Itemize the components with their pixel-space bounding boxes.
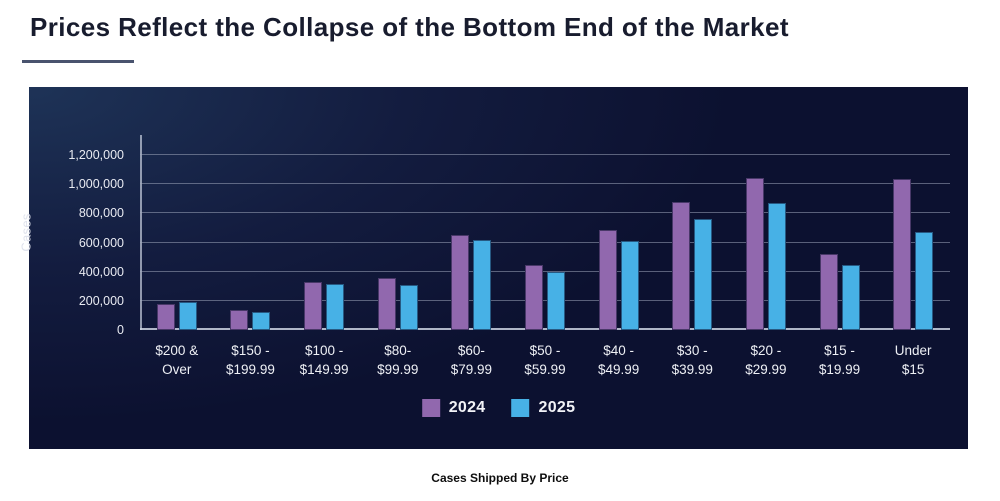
bar-2025-2: [252, 311, 271, 330]
legend-item-2024: 2024: [421, 399, 486, 417]
x-axis-label: $80- $99.99: [377, 343, 419, 377]
bar-2024-5: [451, 235, 470, 330]
gridline-600000: [140, 241, 950, 243]
x-axis-label: $40 - $49.99: [597, 343, 640, 377]
legend-item-2025: 2025: [511, 399, 576, 417]
chart-caption: Cases Shipped By Price: [431, 471, 569, 485]
plot-area: [140, 135, 950, 330]
x-axis-label: $30 - $39.99: [671, 343, 713, 377]
gridline-200000: [140, 299, 950, 301]
bar-2024-2: [230, 310, 249, 330]
gridline-1000000: [140, 183, 950, 185]
bar-2025-6: [547, 271, 565, 330]
bar-2024-6: [525, 265, 543, 330]
gridline-800000: [140, 212, 950, 214]
bar-2025-10: [841, 265, 860, 330]
x-axis-label: $100 - $149.99: [299, 343, 349, 377]
y-tick-label: 400,000: [78, 264, 124, 279]
legend-swatch-2024: [421, 399, 440, 417]
chart-panel: Cases 0 200,000 400,000 600,000 800,000 1,000…: [19, 87, 968, 449]
bar-2024-4: [377, 278, 396, 330]
x-axis-label: $200 & Over: [155, 343, 199, 377]
x-axis-label: $20 - $29.99: [745, 343, 787, 377]
bar-2025-5: [473, 240, 492, 330]
bar-2024-9: [745, 178, 764, 330]
y-tick-label: 800,000: [78, 206, 124, 221]
y-tick-label: 200,000: [78, 293, 124, 308]
x-axis-label: $50 - $59.99: [524, 343, 566, 377]
gridline-400000: [140, 270, 950, 272]
y-axis-line: [140, 135, 142, 330]
x-axis-label: Under $15: [894, 343, 932, 377]
y-tick-label: 1,000,000: [68, 177, 124, 192]
legend-label: 2024: [448, 399, 486, 416]
x-axis-label: $60- $79.99: [450, 343, 492, 377]
bar-2025-1: [178, 301, 197, 330]
x-axis-labels: $200 & Over $150 - $199.99 $100 - $149.99 $…: [140, 341, 950, 389]
bar-2025-8: [694, 219, 713, 330]
bar-2025-4: [399, 284, 418, 330]
bar-2024-7: [598, 230, 617, 330]
legend: 2024 2025: [421, 399, 576, 417]
gridline-1200000: [140, 154, 950, 155]
gridline-0: [140, 328, 950, 330]
bar-2025-7: [620, 241, 639, 330]
y-tick-label: 1,200,000: [68, 148, 124, 162]
y-tick-label: 600,000: [78, 235, 124, 250]
bar-2025-11: [915, 231, 934, 330]
legend-label: 2025: [538, 399, 576, 416]
legend-swatch-2025: [511, 399, 530, 417]
bar-2025-3: [326, 284, 345, 330]
bar-2024-8: [672, 201, 691, 330]
y-axis-tick-labels: 0 200,000 400,000 600,000 800,000 1,000,000 1,…: [29, 135, 132, 337]
title-underline-divider: [22, 60, 134, 63]
bar-2024-1: [156, 304, 175, 330]
x-axis-label: $150 - $199.99: [226, 343, 275, 377]
x-axis-label: $15 - $19.99: [818, 343, 861, 377]
y-tick-label: 0: [117, 323, 124, 337]
bar-2024-3: [304, 281, 323, 330]
bar-2024-11: [893, 179, 912, 330]
bar-2024-10: [819, 254, 838, 330]
page-title: Prices Reflect the Collapse of the Botto…: [30, 12, 789, 42]
bar-2025-9: [767, 203, 786, 330]
